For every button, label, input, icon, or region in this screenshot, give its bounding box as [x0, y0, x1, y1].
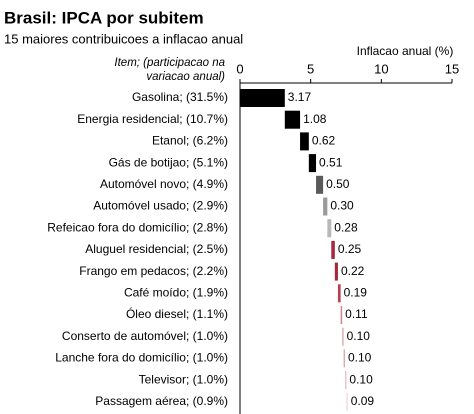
x-axis-title: Inflacao anual (%): [357, 44, 454, 58]
bar: [240, 89, 285, 107]
y-tick-label: Etanol; (6.2%): [152, 134, 228, 148]
value-label: 0.25: [338, 242, 362, 256]
y-tick-label: Passagem aérea; (0.9%): [95, 394, 228, 408]
bar: [343, 349, 346, 368]
bar: [337, 284, 341, 303]
y-tick-label: Café moído; (1.9%): [124, 285, 228, 299]
bar: [346, 392, 348, 411]
chart-title: Brasil: IPCA por subitem: [4, 8, 204, 27]
y-tick-label: Óleo diesel; (1.1%): [126, 306, 228, 321]
y-tick-label: Gasolina; (31.5%): [132, 90, 228, 104]
x-tick-label: 5: [307, 61, 314, 76]
bar: [345, 371, 347, 390]
bar: [327, 219, 332, 238]
value-label: 0.19: [344, 285, 368, 299]
y-axis-title: Item; (participacao na: [114, 57, 225, 69]
bar: [323, 197, 328, 216]
bar: [308, 154, 317, 173]
x-tick-label: 0: [236, 61, 243, 76]
y-tick-label: Conserto de automóvel; (1.0%): [62, 329, 228, 343]
y-tick-label: Frango em pedacos; (2.2%): [79, 264, 228, 278]
bar: [334, 262, 338, 281]
value-label: 0.11: [345, 307, 368, 321]
value-label: 0.28: [334, 220, 358, 234]
bar: [284, 110, 301, 129]
bar: [331, 240, 335, 259]
bar: [316, 175, 324, 194]
value-label: 0.50: [326, 177, 350, 191]
y-tick-label: Lanche fora do domicílio; (1.0%): [55, 351, 228, 365]
y-tick-label: Refeicao fora do domicílio; (2.8%): [47, 220, 228, 234]
value-label: 0.30: [330, 199, 354, 213]
x-tick-label: 15: [445, 61, 459, 76]
value-label: 0.62: [312, 134, 336, 148]
value-label: 0.09: [351, 394, 375, 408]
y-tick-label: Automóvel usado; (2.9%): [93, 199, 228, 213]
y-tick-label: Energia residencial; (10.7%): [77, 112, 228, 126]
y-axis-title: variacao anual): [146, 71, 225, 83]
y-tick-label: Automóvel novo; (4.9%): [100, 177, 228, 191]
bar: [340, 306, 343, 324]
y-tick-label: Aluguel residencial; (2.5%): [85, 242, 228, 256]
bar: [300, 132, 309, 151]
chart-subtitle: 15 maiores contribuicoes a inflacao anua…: [4, 31, 243, 46]
value-label: 0.10: [348, 351, 372, 365]
x-tick-label: 10: [374, 61, 388, 76]
y-tick-label: Televisor; (1.0%): [139, 372, 228, 386]
value-label: 0.10: [347, 329, 371, 343]
value-label: 3.17: [288, 90, 312, 104]
value-label: 1.08: [303, 112, 327, 126]
value-label: 0.22: [341, 264, 365, 278]
value-label: 0.10: [349, 372, 373, 386]
y-tick-label: Gás de botijao; (5.1%): [109, 155, 228, 169]
bar: [342, 327, 344, 346]
value-label: 0.51: [319, 155, 343, 169]
